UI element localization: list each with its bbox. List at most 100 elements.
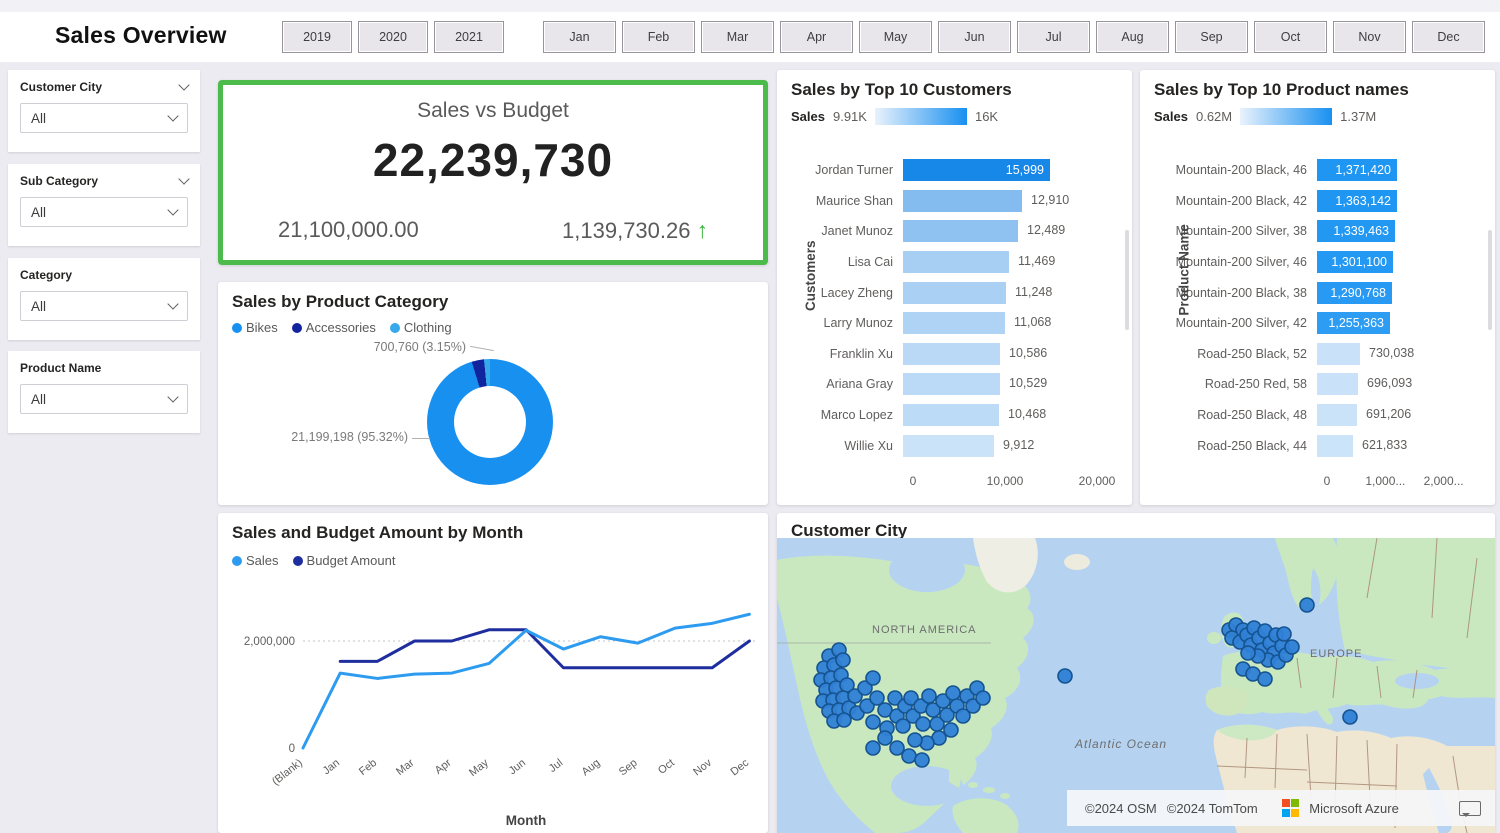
- bar-row-4[interactable]: Mountain-200 Silver, 46 1,301,100: [1154, 247, 1457, 278]
- chevron-down-icon[interactable]: [178, 173, 190, 185]
- bar[interactable]: 1,255,363: [1317, 312, 1390, 335]
- city-marker[interactable]: [914, 752, 930, 768]
- bar[interactable]: 1,290,768: [1317, 281, 1392, 304]
- bar[interactable]: [903, 189, 1022, 212]
- city-marker[interactable]: [975, 690, 991, 706]
- bar-row-9[interactable]: Marco Lopez 10,468: [791, 400, 1087, 431]
- month-button-apr[interactable]: Apr: [780, 21, 853, 53]
- bar-row-7[interactable]: Road-250 Black, 52 730,038: [1154, 339, 1457, 370]
- bar-row-5[interactable]: Mountain-200 Black, 38 1,290,768: [1154, 277, 1457, 308]
- city-marker[interactable]: [1284, 639, 1300, 655]
- city-marker[interactable]: [869, 690, 885, 706]
- feedback-icon[interactable]: [1459, 800, 1481, 817]
- city-marker[interactable]: [915, 716, 931, 732]
- bar[interactable]: [903, 373, 1000, 396]
- bar-row-3[interactable]: Mountain-200 Silver, 38 1,339,463: [1154, 216, 1457, 247]
- city-marker[interactable]: [903, 690, 919, 706]
- bar-row-4[interactable]: Lisa Cai 11,469: [791, 247, 1087, 278]
- world-map[interactable]: NORTH AMERICA EUROPE Atlantic Ocean: [777, 538, 1495, 833]
- city-marker[interactable]: [955, 708, 971, 724]
- bar-chart-card-top-customers[interactable]: Sales by Top 10 Customers Sales 9.91K 16…: [777, 70, 1132, 505]
- month-button-jun[interactable]: Jun: [938, 21, 1011, 53]
- year-button-2019[interactable]: 2019: [282, 21, 352, 53]
- city-marker[interactable]: [865, 714, 881, 730]
- chevron-down-icon[interactable]: [178, 79, 190, 91]
- legend-item-bikes[interactable]: Bikes: [232, 320, 278, 335]
- scrollbar[interactable]: [1488, 230, 1492, 330]
- month-button-mar[interactable]: Mar: [701, 21, 774, 53]
- month-button-dec[interactable]: Dec: [1412, 21, 1485, 53]
- series-line-sales[interactable]: [301, 612, 751, 750]
- city-marker[interactable]: [907, 732, 923, 748]
- city-marker[interactable]: [895, 718, 911, 734]
- map-card-customer-city[interactable]: Customer City: [777, 513, 1495, 833]
- city-marker[interactable]: [925, 702, 941, 718]
- city-marker[interactable]: [965, 698, 981, 714]
- filter-dropdown[interactable]: All: [20, 291, 188, 321]
- city-marker[interactable]: [1257, 671, 1273, 687]
- city-marker[interactable]: [847, 688, 863, 704]
- bar[interactable]: [903, 404, 999, 427]
- scrollbar[interactable]: [1125, 230, 1129, 330]
- filter-dropdown[interactable]: All: [20, 197, 188, 227]
- city-marker[interactable]: [1240, 645, 1256, 661]
- city-marker[interactable]: [877, 730, 893, 746]
- city-marker[interactable]: [1276, 626, 1292, 642]
- month-button-jan[interactable]: Jan: [543, 21, 616, 53]
- year-button-2020[interactable]: 2020: [358, 21, 428, 53]
- bar[interactable]: [1317, 342, 1360, 365]
- city-marker[interactable]: [859, 698, 875, 714]
- city-marker[interactable]: [905, 708, 921, 724]
- city-marker[interactable]: [889, 740, 905, 756]
- bar[interactable]: [903, 251, 1009, 274]
- bar[interactable]: 1,339,463: [1317, 220, 1395, 243]
- month-button-oct[interactable]: Oct: [1254, 21, 1327, 53]
- donut-chart[interactable]: [427, 359, 553, 485]
- bar-row-6[interactable]: Mountain-200 Silver, 42 1,255,363: [1154, 308, 1457, 339]
- legend-item-sales[interactable]: Sales: [232, 553, 279, 568]
- bar-row-10[interactable]: Road-250 Black, 44 621,833: [1154, 430, 1457, 461]
- line-chart[interactable]: 0 2,000,000 (Blank) Jan Feb Mar Apr May Jun Jul Au…: [218, 571, 768, 821]
- city-marker[interactable]: [939, 707, 955, 723]
- city-marker[interactable]: [836, 712, 852, 728]
- city-marker[interactable]: [935, 693, 951, 709]
- bar-row-1[interactable]: Jordan Turner 15,999: [791, 155, 1087, 186]
- bar[interactable]: [1317, 434, 1353, 457]
- legend-item-clothing[interactable]: Clothing: [389, 320, 452, 335]
- city-marker[interactable]: [1342, 709, 1358, 725]
- city-marker[interactable]: [943, 722, 959, 738]
- month-button-may[interactable]: May: [859, 21, 932, 53]
- bar[interactable]: [903, 312, 1005, 335]
- bar-chart-card-top-products[interactable]: Sales by Top 10 Product names Sales 0.62…: [1140, 70, 1495, 505]
- bar-row-8[interactable]: Ariana Gray 10,529: [791, 369, 1087, 400]
- bar[interactable]: [1317, 373, 1358, 396]
- legend-item-budget-amount[interactable]: Budget Amount: [292, 553, 395, 568]
- bar-row-7[interactable]: Franklin Xu 10,586: [791, 339, 1087, 370]
- city-marker[interactable]: [901, 748, 917, 764]
- bar-row-8[interactable]: Road-250 Red, 58 696,093: [1154, 369, 1457, 400]
- city-marker[interactable]: [865, 670, 881, 686]
- month-button-aug[interactable]: Aug: [1096, 21, 1169, 53]
- bar-row-10[interactable]: Willie Xu 9,912: [791, 430, 1087, 461]
- map[interactable]: NORTH AMERICA EUROPE Atlantic Ocean ©2024 …: [777, 538, 1495, 833]
- month-button-sep[interactable]: Sep: [1175, 21, 1248, 53]
- filter-dropdown[interactable]: All: [20, 384, 188, 414]
- line-chart-card-sales-budget[interactable]: Sales and Budget Amount by Month Sales Bu…: [218, 513, 768, 833]
- city-marker[interactable]: [921, 688, 937, 704]
- bar-row-6[interactable]: Larry Munoz 11,068: [791, 308, 1087, 339]
- bar-row-2[interactable]: Mountain-200 Black, 42 1,363,142: [1154, 186, 1457, 217]
- city-marker[interactable]: [835, 652, 851, 668]
- bar[interactable]: [903, 342, 1000, 365]
- city-marker[interactable]: [865, 740, 881, 756]
- series-line-budget-amount[interactable]: [338, 628, 751, 670]
- city-marker[interactable]: [887, 690, 903, 706]
- year-button-2021[interactable]: 2021: [434, 21, 504, 53]
- bar[interactable]: 15,999: [903, 159, 1050, 182]
- month-button-feb[interactable]: Feb: [622, 21, 695, 53]
- bar[interactable]: 1,301,100: [1317, 251, 1393, 274]
- filter-dropdown[interactable]: All: [20, 103, 188, 133]
- city-marker[interactable]: [945, 685, 961, 701]
- city-marker[interactable]: [1299, 597, 1315, 613]
- bar[interactable]: 1,371,420: [1317, 159, 1397, 182]
- bar[interactable]: 1,363,142: [1317, 189, 1397, 212]
